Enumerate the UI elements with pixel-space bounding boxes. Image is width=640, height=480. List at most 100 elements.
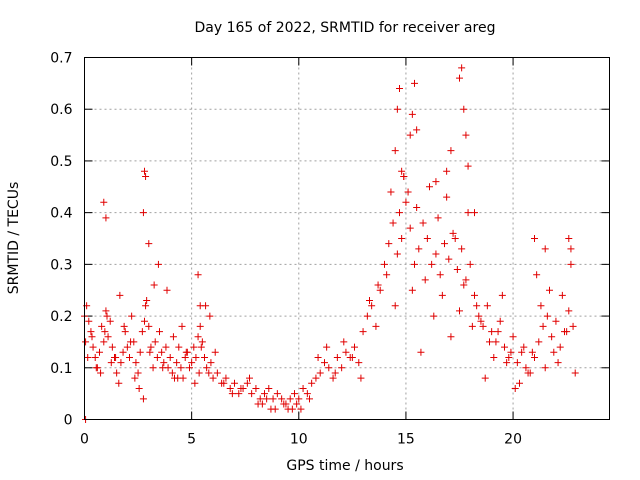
data-point bbox=[469, 323, 476, 330]
data-point bbox=[460, 106, 467, 113]
y-tick-label: 0.4 bbox=[50, 206, 72, 222]
data-point bbox=[501, 344, 508, 351]
data-point bbox=[140, 395, 147, 402]
data-point bbox=[342, 349, 349, 356]
data-point bbox=[102, 214, 109, 221]
y-axis-label: SRMTID / TECUs bbox=[6, 182, 22, 295]
y-tick-label: 0.6 bbox=[50, 102, 72, 118]
data-point bbox=[565, 307, 572, 314]
data-point bbox=[471, 292, 478, 299]
data-point bbox=[270, 395, 277, 402]
data-point bbox=[467, 261, 474, 268]
x-tick-label: 5 bbox=[187, 432, 196, 448]
data-point bbox=[531, 235, 538, 242]
data-point bbox=[394, 106, 401, 113]
data-point bbox=[462, 132, 469, 139]
data-point bbox=[567, 261, 574, 268]
data-point bbox=[143, 297, 150, 304]
data-point bbox=[409, 111, 416, 118]
data-point bbox=[312, 375, 319, 382]
data-point bbox=[117, 359, 124, 366]
data-point bbox=[492, 338, 499, 345]
data-point bbox=[351, 344, 358, 351]
data-point bbox=[565, 235, 572, 242]
data-point bbox=[89, 333, 96, 340]
data-point bbox=[387, 188, 394, 195]
data-point bbox=[167, 354, 174, 361]
data-point bbox=[402, 199, 409, 206]
chart-title: Day 165 of 2022, SRMTID for receiver are… bbox=[195, 20, 496, 36]
data-point bbox=[325, 364, 332, 371]
data-point bbox=[120, 349, 127, 356]
data-point bbox=[417, 349, 424, 356]
data-point bbox=[124, 344, 131, 351]
data-point bbox=[150, 364, 157, 371]
data-point bbox=[570, 323, 577, 330]
data-point bbox=[516, 380, 523, 387]
data-point bbox=[175, 344, 182, 351]
data-point bbox=[407, 225, 414, 232]
data-point bbox=[141, 168, 148, 175]
data-point bbox=[179, 323, 186, 330]
data-point bbox=[443, 194, 450, 201]
data-point bbox=[471, 209, 478, 216]
data-point bbox=[87, 328, 94, 335]
data-point bbox=[540, 323, 547, 330]
data-point bbox=[381, 261, 388, 268]
data-point bbox=[557, 344, 564, 351]
data-point bbox=[156, 328, 163, 335]
data-point bbox=[212, 349, 219, 356]
data-point bbox=[499, 292, 506, 299]
data-point bbox=[107, 318, 114, 325]
data-point bbox=[287, 395, 294, 402]
data-point bbox=[126, 354, 133, 361]
data-point bbox=[139, 328, 146, 335]
data-point bbox=[137, 349, 144, 356]
data-point bbox=[422, 276, 429, 283]
data-point bbox=[465, 209, 472, 216]
x-tick-label: 0 bbox=[80, 432, 89, 448]
y-tick-label: 0 bbox=[64, 413, 73, 429]
x-tick-label: 20 bbox=[504, 432, 522, 448]
data-point bbox=[482, 375, 489, 382]
data-point bbox=[145, 240, 152, 247]
data-point bbox=[559, 292, 566, 299]
data-point bbox=[447, 333, 454, 340]
data-point bbox=[392, 302, 399, 309]
data-point bbox=[432, 251, 439, 258]
data-point bbox=[90, 344, 97, 351]
data-point bbox=[154, 354, 161, 361]
data-point bbox=[155, 261, 162, 268]
data-point bbox=[360, 328, 367, 335]
data-point bbox=[465, 163, 472, 170]
data-point bbox=[128, 313, 135, 320]
y-tick-label: 0.3 bbox=[50, 257, 72, 273]
data-point bbox=[147, 344, 154, 351]
data-point bbox=[385, 240, 392, 247]
data-point bbox=[430, 313, 437, 320]
data-point bbox=[105, 333, 112, 340]
data-point bbox=[113, 369, 120, 376]
data-point bbox=[321, 359, 328, 366]
data-point bbox=[300, 385, 307, 392]
data-point bbox=[535, 338, 542, 345]
data-point bbox=[100, 338, 107, 345]
data-point bbox=[164, 287, 171, 294]
data-point bbox=[116, 292, 123, 299]
data-point bbox=[201, 354, 208, 361]
data-point bbox=[101, 328, 108, 335]
data-point bbox=[407, 132, 414, 139]
data-point bbox=[490, 354, 497, 361]
grid-lines bbox=[85, 58, 610, 420]
x-axis-label: GPS time / hours bbox=[286, 458, 403, 474]
axis-ticks: 0 0.1 0.2 0.3 0.4 0.5 0.6 0.7 0 5 10 15 20 bbox=[50, 51, 609, 448]
data-point bbox=[196, 369, 203, 376]
data-point bbox=[411, 80, 418, 87]
data-point bbox=[555, 359, 562, 366]
data-point bbox=[394, 251, 401, 258]
data-point bbox=[132, 359, 139, 366]
data-point bbox=[398, 235, 405, 242]
data-point bbox=[102, 307, 109, 314]
data-point bbox=[122, 328, 129, 335]
data-point bbox=[146, 349, 153, 356]
